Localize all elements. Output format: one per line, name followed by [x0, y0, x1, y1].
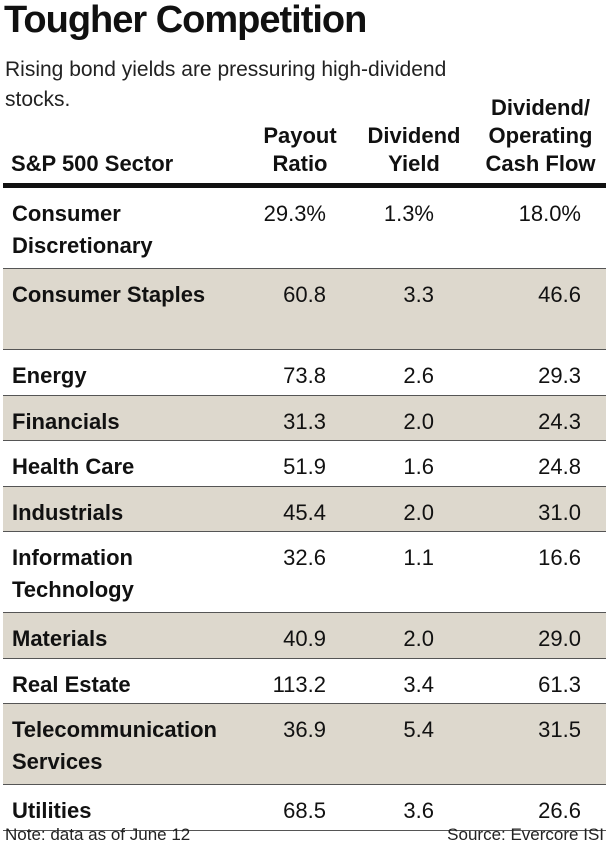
sector-cell: Financials	[12, 408, 120, 434]
yield-cell: 1.1	[403, 545, 434, 570]
yield-cell: 1.3%	[383, 201, 434, 226]
table-row: Materials 40.9 2.0 29.0	[3, 613, 606, 659]
table-row: Utilities 68.5 3.6 26.6	[3, 785, 606, 831]
payout-cell: 40.9	[283, 626, 326, 651]
cashflow-cell: 24.3	[538, 408, 581, 434]
yield-cell: 2.6	[403, 363, 434, 388]
yield-cell: 5.4	[403, 717, 434, 742]
payout-cell: 45.4	[283, 499, 326, 525]
cashflow-cell: 18.0%	[518, 201, 581, 226]
sector-cell: Real Estate	[12, 671, 131, 697]
header-rule	[3, 183, 606, 188]
payout-cell: 36.9	[283, 717, 326, 742]
subtitle: Rising bond yields are pressuring high-d…	[5, 58, 447, 111]
footnote: Note: data as of June 12	[5, 825, 191, 844]
yield-cell: 1.6	[403, 454, 434, 479]
yield-cell: 3.3	[403, 282, 434, 307]
column-header-cashflow-line-3: Cash Flow	[485, 151, 596, 176]
sector-cell: Utilities	[12, 798, 92, 823]
column-header-dividend-cash-flow: Dividend/ Operating Cash Flow	[478, 94, 603, 178]
payout-cell: 31.3	[283, 408, 326, 434]
payout-cell: 73.8	[283, 363, 326, 388]
yield-cell: 2.0	[403, 408, 434, 434]
cashflow-cell: 26.6	[538, 798, 581, 823]
sector-cell: Industrials	[12, 499, 124, 525]
table-row: Health Care 51.9 1.6 24.8	[3, 441, 606, 487]
column-header-cashflow-line-1: Dividend/	[490, 95, 590, 120]
table-row: Consumer Staples 60.8 3.3 46.6	[3, 269, 606, 350]
payout-cell: 60.8	[283, 282, 326, 307]
yield-cell: 3.4	[403, 671, 434, 697]
cashflow-cell: 29.0	[538, 626, 581, 651]
payout-cell: 51.9	[283, 454, 326, 479]
table-row: Telecommunication Services 36.9 5.4 31.5	[3, 704, 606, 785]
table-row: Real Estate 113.2 3.4 61.3	[3, 659, 606, 704]
table-row: Financials 31.3 2.0 24.3	[3, 395, 606, 441]
column-header-yield-line-1: Dividend	[367, 123, 461, 148]
page-title: Tougher Competition	[4, 0, 367, 41]
cashflow-cell: 61.3	[538, 671, 581, 697]
yield-cell: 2.0	[403, 499, 434, 525]
table-body: Consumer Discretionary 29.3% 1.3% 18.0% …	[3, 188, 606, 831]
column-header-dividend-yield: Dividend Yield	[358, 122, 470, 178]
cashflow-cell: 31.0	[538, 499, 581, 525]
table-row: Consumer Discretionary 29.3% 1.3% 18.0%	[3, 188, 606, 269]
yield-cell: 2.0	[403, 626, 434, 651]
sector-cell: Health Care	[12, 454, 135, 479]
table-row: Information Technology 32.6 1.1 16.6	[3, 532, 606, 613]
payout-cell: 113.2	[272, 671, 326, 697]
cashflow-cell: 29.3	[538, 363, 581, 388]
source-credit: Source: Evercore ISI	[447, 825, 604, 844]
sector-cell: Materials	[12, 626, 108, 651]
cashflow-cell: 46.6	[538, 282, 581, 307]
sector-cell: Information Technology	[12, 545, 134, 602]
column-header-payout-ratio: Payout Ratio	[250, 122, 350, 178]
sector-cell: Telecommunication Services	[12, 717, 217, 774]
payout-cell: 32.6	[283, 545, 326, 570]
column-header-sector: S&P 500 Sector	[11, 151, 174, 176]
cashflow-cell: 16.6	[538, 545, 581, 570]
sector-cell: Consumer Discretionary	[12, 201, 153, 258]
sector-cell: Energy	[12, 363, 87, 388]
sector-cell: Consumer Staples	[12, 282, 206, 307]
table-row: Industrials 45.4 2.0 31.0	[3, 486, 606, 532]
table-row: Energy 73.8 2.6 29.3	[3, 350, 606, 396]
column-header-payout-line-1: Payout	[263, 123, 337, 148]
column-header-yield-line-2: Yield	[388, 151, 440, 176]
yield-cell: 3.6	[403, 798, 434, 823]
payout-cell: 29.3%	[263, 201, 326, 226]
column-header-cashflow-line-2: Operating	[488, 123, 593, 148]
payout-cell: 68.5	[283, 798, 326, 823]
cashflow-cell: 24.8	[538, 454, 581, 479]
column-header-payout-line-2: Ratio	[272, 151, 328, 176]
cashflow-cell: 31.5	[538, 717, 581, 742]
